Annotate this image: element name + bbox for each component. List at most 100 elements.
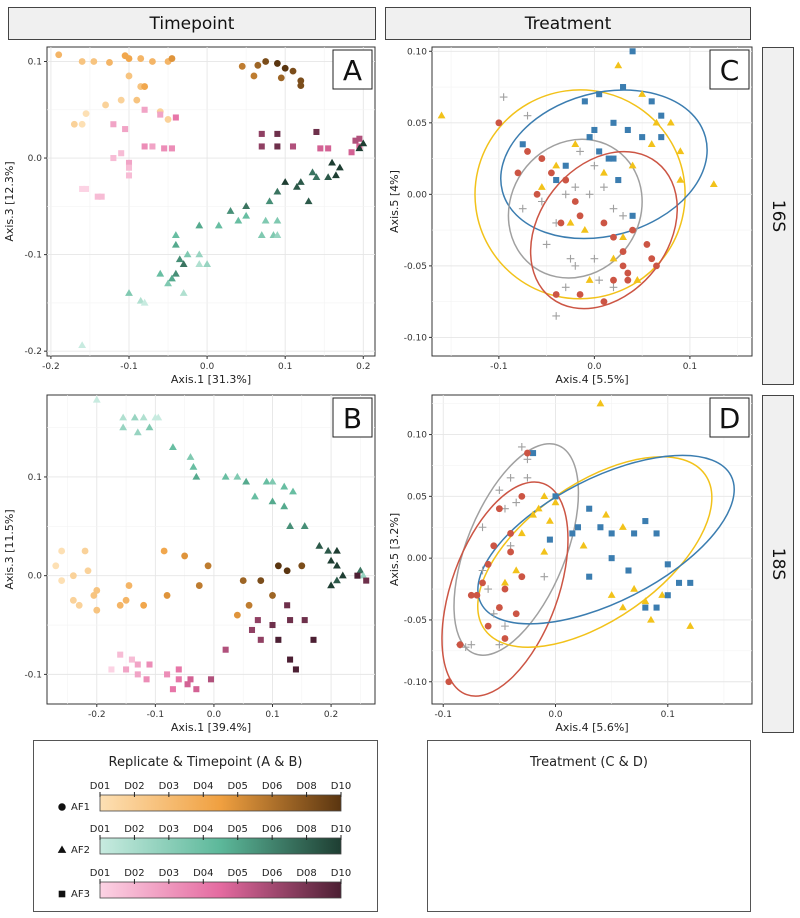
y-tick-label: -0.10 bbox=[404, 678, 428, 688]
point-control bbox=[561, 190, 570, 199]
point-af3 bbox=[292, 666, 299, 673]
point-combination bbox=[540, 547, 549, 555]
y-tick-label: -0.10 bbox=[404, 333, 428, 343]
panel-label: D bbox=[719, 402, 741, 435]
point-af2 bbox=[273, 187, 282, 195]
point-control bbox=[499, 93, 508, 101]
point-salt bbox=[519, 141, 526, 148]
point-control bbox=[566, 254, 575, 263]
point-af2 bbox=[171, 269, 180, 277]
point-temperature bbox=[514, 169, 522, 177]
panel-a: -0.2 -0.1 0.0 0.1 0.2 -0.2 -0.1 0.0 0.1 Axis.1 [3… bbox=[3, 46, 376, 386]
y-tick-label: 0.00 bbox=[407, 190, 427, 200]
point-af2 bbox=[332, 171, 340, 179]
point-af3 bbox=[274, 143, 281, 150]
legend-tick-label: D01 bbox=[90, 781, 110, 792]
point-combination bbox=[676, 175, 685, 183]
point-control bbox=[600, 183, 608, 192]
point-af3 bbox=[269, 621, 276, 629]
point-temperature bbox=[490, 542, 498, 550]
point-control bbox=[467, 640, 476, 649]
point-af1 bbox=[93, 587, 101, 594]
point-temperature bbox=[467, 591, 475, 599]
legend-rep-label: AF1 bbox=[71, 802, 90, 813]
x-tick-label: 0.2 bbox=[356, 362, 370, 372]
point-af2 bbox=[168, 274, 176, 282]
x-tick-label: 0.1 bbox=[265, 710, 279, 720]
point-control bbox=[609, 204, 618, 213]
point-af1 bbox=[297, 77, 305, 85]
point-af2 bbox=[119, 413, 128, 421]
point-af3 bbox=[248, 626, 256, 633]
panel-label-box bbox=[332, 49, 373, 90]
point-salt bbox=[687, 579, 694, 586]
point-combination bbox=[652, 118, 661, 126]
point-af3 bbox=[134, 661, 141, 668]
point-salt bbox=[615, 177, 622, 184]
point-af2 bbox=[280, 482, 289, 490]
point-af2 bbox=[273, 216, 282, 224]
point-af3 bbox=[172, 114, 179, 121]
point-temperature bbox=[518, 492, 526, 500]
strip-18s: 18S bbox=[762, 395, 794, 733]
point-control bbox=[595, 276, 604, 285]
point-af2 bbox=[171, 231, 180, 238]
point-combination bbox=[551, 498, 560, 506]
strip-timepoint-label: Timepoint bbox=[149, 13, 235, 34]
point-af1 bbox=[283, 567, 291, 575]
point-af2 bbox=[195, 250, 204, 258]
point-af1 bbox=[269, 591, 276, 599]
point-af3 bbox=[110, 155, 117, 162]
point-af3 bbox=[222, 646, 229, 653]
point-control bbox=[609, 283, 618, 292]
point-af1 bbox=[163, 591, 171, 599]
point-salt bbox=[552, 493, 559, 500]
point-temperature bbox=[619, 262, 627, 270]
point-temperature bbox=[610, 233, 617, 241]
point-af2 bbox=[328, 158, 336, 166]
point-temperature bbox=[501, 585, 509, 593]
point-salt bbox=[658, 112, 665, 119]
point-af3 bbox=[117, 651, 124, 658]
point-temperature bbox=[538, 155, 546, 162]
x-tick-label: 0.2 bbox=[324, 710, 338, 720]
y-tick-label: 0.05 bbox=[407, 492, 427, 502]
point-af1 bbox=[298, 562, 306, 570]
point-af1 bbox=[204, 562, 212, 570]
legend-tick-label: D03 bbox=[159, 868, 179, 879]
point-af2 bbox=[156, 269, 165, 277]
x-axis-label: Axis.1 [31.3%] bbox=[171, 373, 251, 386]
x-tick-label: 0.0 bbox=[207, 710, 222, 720]
point-control bbox=[538, 197, 546, 206]
point-salt bbox=[596, 91, 603, 98]
point-combination bbox=[676, 147, 685, 155]
point-af3 bbox=[258, 130, 265, 137]
point-combination bbox=[537, 183, 546, 190]
point-af2 bbox=[78, 341, 87, 349]
point-af3 bbox=[125, 164, 133, 171]
point-af3 bbox=[287, 617, 294, 624]
point-af3 bbox=[108, 666, 115, 673]
point-control bbox=[571, 183, 580, 192]
legend-ramp-af3 bbox=[99, 881, 342, 899]
point-af1 bbox=[277, 74, 285, 82]
point-af1 bbox=[262, 58, 270, 65]
point-af3 bbox=[356, 135, 363, 142]
point-af2 bbox=[327, 556, 335, 564]
x-tick-label: 0.1 bbox=[683, 362, 697, 372]
point-af1 bbox=[141, 83, 149, 91]
point-af2 bbox=[312, 173, 321, 181]
point-af3 bbox=[257, 636, 264, 643]
point-combination bbox=[602, 510, 610, 518]
point-af3 bbox=[118, 150, 125, 157]
point-control bbox=[552, 312, 561, 320]
point-salt bbox=[648, 98, 655, 105]
point-control bbox=[517, 443, 526, 451]
point-af3 bbox=[83, 185, 90, 192]
point-af2 bbox=[338, 571, 347, 579]
point-salt bbox=[581, 98, 588, 105]
point-af1 bbox=[81, 547, 89, 555]
point-temperature bbox=[495, 119, 503, 127]
legend-tick-label: D03 bbox=[159, 781, 179, 792]
point-af1 bbox=[106, 59, 113, 66]
